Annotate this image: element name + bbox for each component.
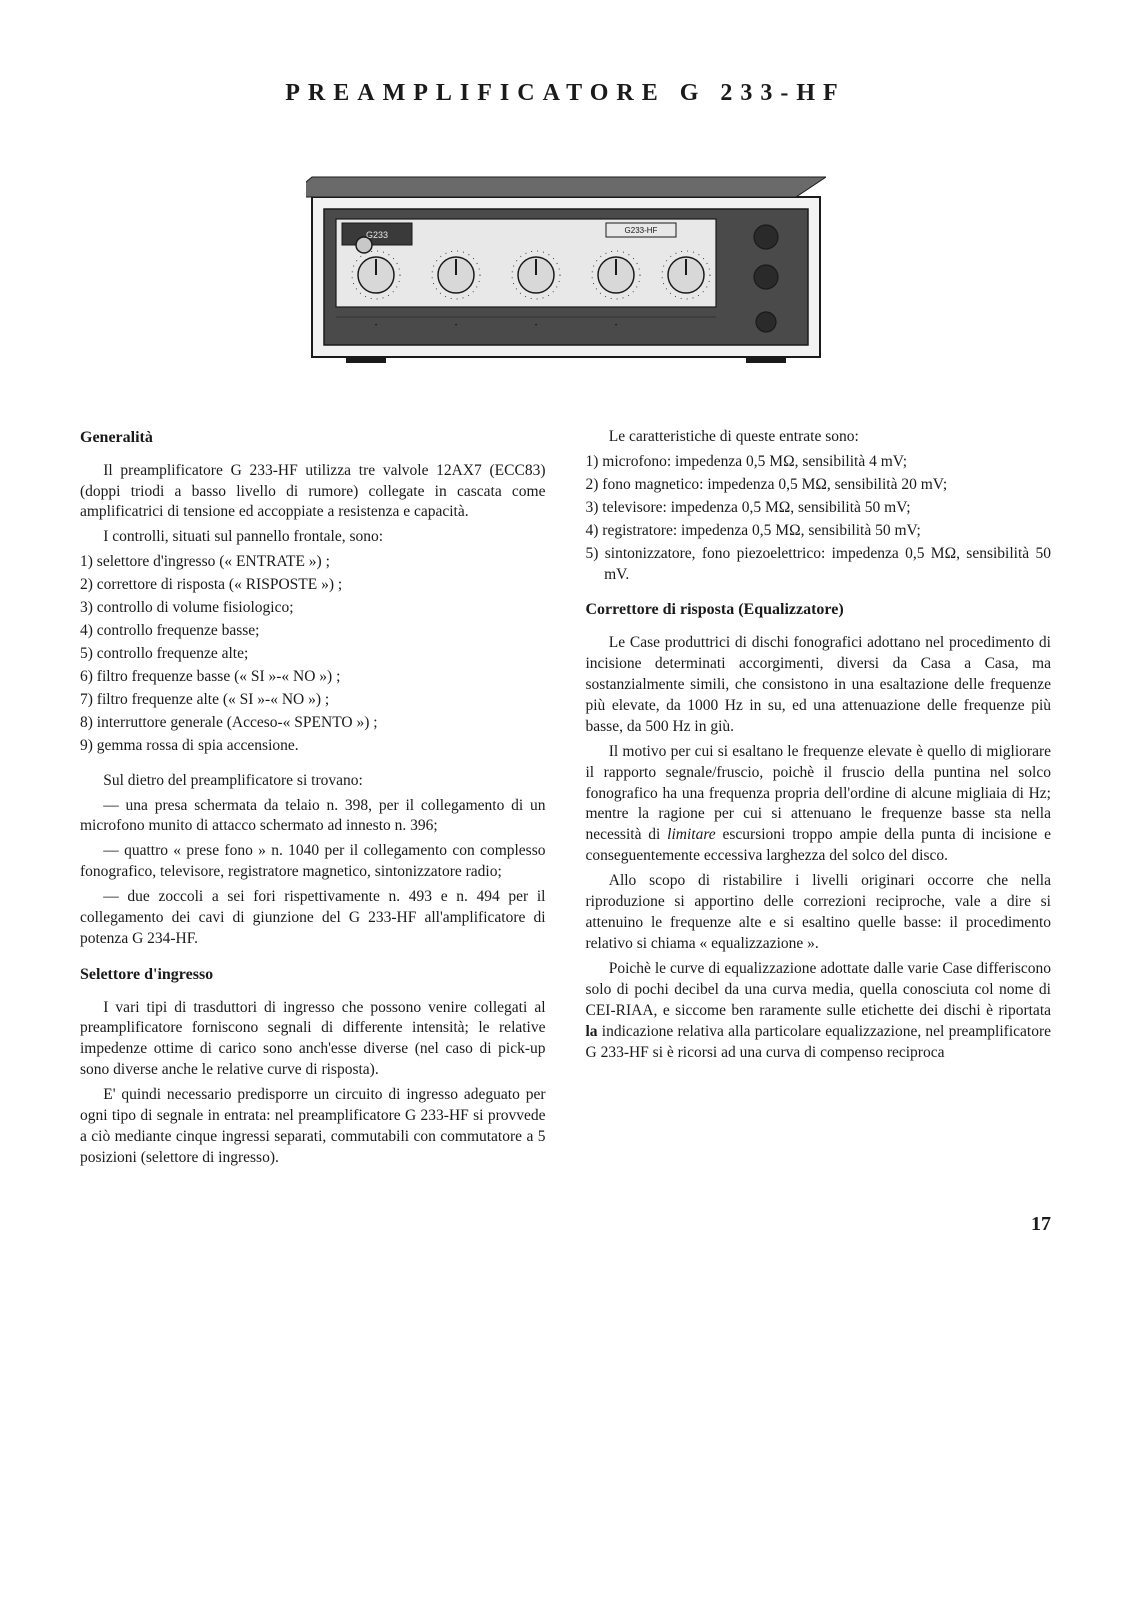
para: I vari tipi di trasduttori di ingresso c… [80, 998, 546, 1082]
device-illustration: G233 G233-HF • • • • [306, 167, 826, 367]
list-item: 2) correttore di risposta (« RISPOSTE »)… [80, 575, 546, 596]
svg-text:•: • [534, 323, 536, 329]
para-with-bold: Poichè le curve di equalizzazione adotta… [586, 959, 1052, 1064]
right-column: Le caratteristiche di queste entrate son… [586, 427, 1052, 1173]
bold: la [586, 1023, 598, 1040]
emphasis: limitare [667, 826, 716, 843]
list-item: 5) controllo frequenze alte; [80, 644, 546, 665]
list-item: 5) sintonizzatore, fono piezoelettrico: … [586, 544, 1052, 586]
list-item: 4) controllo frequenze basse; [80, 621, 546, 642]
list-item: 4) registratore: impedenza 0,5 MΩ, sensi… [586, 521, 1052, 542]
list-item: 3) controllo di volume fisiologico; [80, 598, 546, 619]
para: E' quindi necessario predisporre un circ… [80, 1085, 546, 1169]
list-item: 2) fono magnetico: impedenza 0,5 MΩ, sen… [586, 475, 1052, 496]
heading-correttore: Correttore di risposta (Equalizzatore) [586, 599, 1052, 621]
list-item: 1) selettore d'ingresso (« ENTRATE ») ; [80, 552, 546, 573]
svg-text:G233-HF: G233-HF [624, 226, 657, 235]
left-column: Generalità Il preamplificatore G 233-HF … [80, 427, 546, 1173]
list-item: 8) interruttore generale (Acceso-« SPENT… [80, 713, 546, 734]
list-item: 7) filtro frequenze alte (« SI »-« NO »)… [80, 690, 546, 711]
para: Allo scopo di ristabilire i livelli orig… [586, 871, 1052, 955]
para: Il preamplificatore G 233-HF utilizza tr… [80, 461, 546, 524]
para: Le caratteristiche di queste entrate son… [586, 427, 1052, 448]
heading-generalita: Generalità [80, 427, 546, 449]
list-item: 6) filtro frequenze basse (« SI »-« NO »… [80, 667, 546, 688]
svg-text:•: • [454, 323, 456, 329]
svg-text:•: • [614, 323, 616, 329]
para: Sul dietro del preamplificatore si trova… [80, 771, 546, 792]
page-number: 17 [80, 1213, 1051, 1236]
text: indicazione relativa alla particolare eq… [586, 1023, 1052, 1061]
text: Poichè le curve di equalizzazione adotta… [586, 960, 1052, 1019]
para: — quattro « prese fono » n. 1040 per il … [80, 841, 546, 883]
para-with-em: Il motivo per cui si esaltano le frequen… [586, 742, 1052, 868]
list-item: 1) microfono: impedenza 0,5 MΩ, sensibil… [586, 452, 1052, 473]
list-item: 9) gemma rossa di spia accensione. [80, 736, 546, 757]
list-item: 3) televisore: impedenza 0,5 MΩ, sensibi… [586, 498, 1052, 519]
page-title: PREAMPLIFICATORE G 233-HF [80, 80, 1051, 107]
para: Le Case produttrici di dischi fonografic… [586, 633, 1052, 738]
para: — due zoccoli a sei fori rispettivamente… [80, 887, 546, 950]
para: I controlli, situati sul pannello fronta… [80, 527, 546, 548]
para: — una presa schermata da telaio n. 398, … [80, 796, 546, 838]
body-columns: Generalità Il preamplificatore G 233-HF … [80, 427, 1051, 1173]
heading-selettore: Selettore d'ingresso [80, 964, 546, 986]
svg-text:•: • [374, 323, 376, 329]
